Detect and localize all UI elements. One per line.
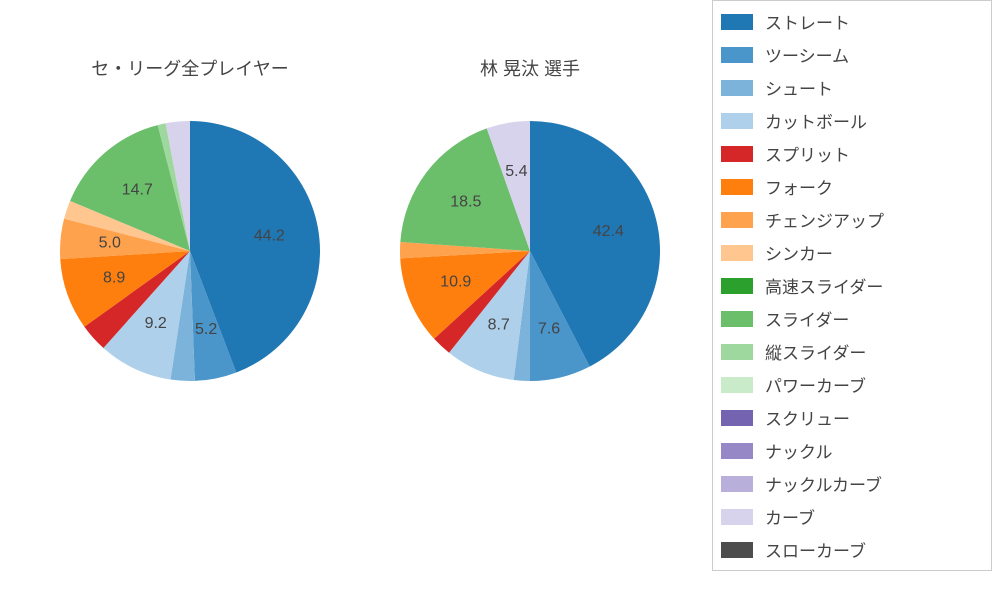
- legend-item: ツーシーム: [721, 38, 983, 71]
- legend-swatch: [721, 476, 753, 492]
- legend-label: カーブ: [765, 504, 815, 529]
- pie-player-title: 林 晃汰 選手: [370, 55, 690, 81]
- pie-league-title: セ・リーグ全プレイヤー: [30, 55, 350, 81]
- legend-item: カットボール: [721, 104, 983, 137]
- legend-swatch: [721, 179, 753, 195]
- pie-slice-label: 5.4: [505, 163, 527, 180]
- pie-player: 林 晃汰 選手 42.4 7.6 8.7 10.9 18.5 5.4: [370, 55, 690, 411]
- legend-label: パワーカーブ: [765, 372, 866, 397]
- pie-slice-label: 5.2: [195, 321, 217, 338]
- legend-label: 縦スライダー: [765, 339, 866, 364]
- legend-item: カーブ: [721, 500, 983, 533]
- pie-slice-label: 42.4: [593, 223, 624, 240]
- legend-swatch: [721, 344, 753, 360]
- pie-league: セ・リーグ全プレイヤー 44.2 5.2 9.2 8.9 5.0 14.7: [30, 55, 350, 411]
- legend-label: カットボール: [765, 108, 867, 133]
- legend-item: スクリュー: [721, 401, 983, 434]
- legend-item: チェンジアップ: [721, 203, 983, 236]
- legend-label: スローカーブ: [765, 537, 866, 562]
- legend-item: シュート: [721, 71, 983, 104]
- legend-swatch: [721, 443, 753, 459]
- legend: ストレートツーシームシュートカットボールスプリットフォークチェンジアップシンカー…: [712, 0, 992, 571]
- legend-swatch: [721, 146, 753, 162]
- legend-label: チェンジアップ: [765, 207, 884, 232]
- legend-label: スプリット: [765, 141, 850, 166]
- legend-swatch: [721, 509, 753, 525]
- legend-label: ツーシーム: [765, 42, 849, 67]
- legend-swatch: [721, 542, 753, 558]
- pie-slice-label: 8.9: [103, 269, 125, 286]
- pie-slice-label: 14.7: [122, 181, 153, 198]
- legend-label: スライダー: [765, 306, 849, 331]
- legend-label: シュート: [765, 75, 833, 100]
- legend-label: フォーク: [765, 174, 833, 199]
- pie-slice-label: 5.0: [99, 235, 121, 252]
- legend-item: スプリット: [721, 137, 983, 170]
- legend-item: スローカーブ: [721, 533, 983, 566]
- legend-swatch: [721, 113, 753, 129]
- pie-player-svg: 42.4 7.6 8.7 10.9 18.5 5.4: [370, 91, 690, 411]
- pie-slice-label: 9.2: [145, 315, 167, 332]
- legend-item: スライダー: [721, 302, 983, 335]
- legend-label: 高速スライダー: [765, 273, 883, 298]
- legend-item: 高速スライダー: [721, 269, 983, 302]
- legend-item: 縦スライダー: [721, 335, 983, 368]
- pie-league-svg: 44.2 5.2 9.2 8.9 5.0 14.7: [30, 91, 350, 411]
- pie-slice-label: 7.6: [538, 321, 560, 338]
- legend-swatch: [721, 377, 753, 393]
- chart-area: セ・リーグ全プレイヤー 44.2 5.2 9.2 8.9 5.0 14.7 林 晃汰 選手…: [0, 0, 700, 600]
- legend-label: ナックルカーブ: [765, 471, 882, 496]
- legend-swatch: [721, 410, 753, 426]
- legend-item: フォーク: [721, 170, 983, 203]
- legend-label: スクリュー: [765, 405, 850, 430]
- legend-swatch: [721, 47, 753, 63]
- legend-label: シンカー: [765, 240, 833, 265]
- legend-label: ストレート: [765, 9, 850, 34]
- pie-slice-label: 44.2: [254, 228, 285, 245]
- legend-item: ストレート: [721, 5, 983, 38]
- legend-swatch: [721, 245, 753, 261]
- legend-swatch: [721, 212, 753, 228]
- pie-slice-label: 18.5: [450, 193, 481, 210]
- legend-swatch: [721, 311, 753, 327]
- pie-slice-label: 10.9: [440, 274, 471, 291]
- legend-item: ナックルカーブ: [721, 467, 983, 500]
- legend-swatch: [721, 278, 753, 294]
- legend-swatch: [721, 14, 753, 30]
- legend-label: ナックル: [765, 438, 833, 463]
- legend-item: パワーカーブ: [721, 368, 983, 401]
- legend-swatch: [721, 80, 753, 96]
- legend-item: ナックル: [721, 434, 983, 467]
- legend-item: シンカー: [721, 236, 983, 269]
- pie-slice-label: 8.7: [488, 316, 510, 333]
